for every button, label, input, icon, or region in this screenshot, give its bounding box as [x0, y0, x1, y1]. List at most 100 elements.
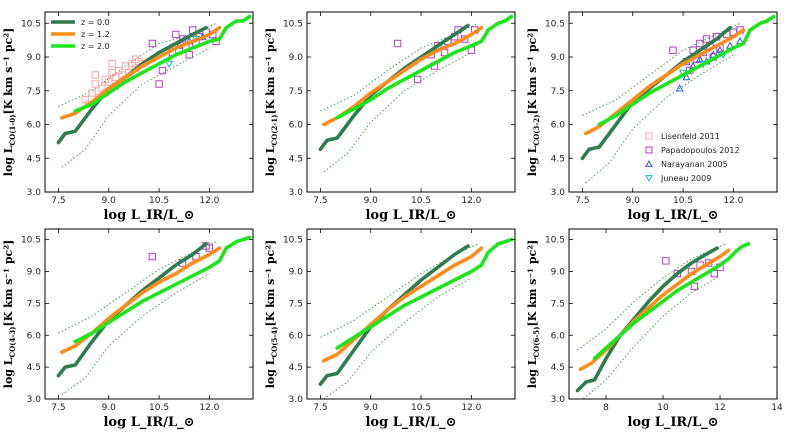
y-tick-label: 3.0: [551, 395, 566, 405]
series-line-20: [335, 237, 514, 350]
x-tick-label: 10.5: [673, 196, 693, 206]
x-tick-label: 12.0: [723, 196, 743, 206]
x-axis-label: log L_IR/L_⊙: [627, 415, 718, 430]
data-point: [148, 39, 157, 48]
x-tick-label: 10.5: [149, 403, 169, 413]
y-tick-label: 9.0: [27, 268, 42, 278]
axes-frame: [306, 11, 516, 193]
series-line-20: [592, 242, 751, 361]
x-tick-label: 7.5: [313, 403, 327, 413]
y-axis-label: log LCO(5-4)[K km s⁻¹ pc²]: [264, 240, 279, 388]
y-tick-label: 4.5: [289, 154, 303, 164]
y-tick-label: 6.0: [289, 331, 304, 341]
data-point: [105, 78, 113, 86]
panel-co-6-5: 3.0 4.5 6.0 7.5 9.0 10.5 8 10 12 14 log L_IR/L_⊙ lo…: [526, 228, 783, 430]
legend-marker: [645, 175, 653, 183]
y-tick-label: 10.5: [21, 19, 41, 29]
y-tick-label: 7.5: [551, 299, 565, 309]
data-point: [662, 257, 670, 265]
x-tick-label: 10.5: [411, 403, 431, 413]
x-tick-label: 7.5: [51, 196, 65, 206]
y-tick-label: 3.0: [551, 188, 566, 198]
legend-label: z = 0.0: [81, 18, 110, 27]
y-axis-label: log LCO(2-1)[K km s⁻¹ pc²]: [264, 28, 279, 176]
legend-label: z = 2.0: [81, 42, 110, 51]
x-tick-label: 9.0: [102, 196, 117, 206]
observations-lisenfeld-2011: [81, 55, 146, 108]
y-tick-label: 9.0: [551, 268, 566, 278]
data-point: [185, 51, 193, 59]
y-axis-label: log LCO(4-3)[K km s⁻¹ pc²]: [2, 240, 17, 388]
y-tick-label: 3.0: [27, 395, 42, 405]
y-tick-label: 6.0: [551, 331, 566, 341]
plot-area: [318, 237, 514, 399]
y-tick-label: 3.0: [289, 395, 304, 405]
data-point: [155, 80, 163, 88]
panel-co-3-2: 3.0 4.5 6.0 7.5 9.0 10.5 7.5 9.0 10.5 12.0 log L_I…: [526, 11, 778, 223]
data-point: [91, 80, 100, 88]
y-tick-label: 3.0: [27, 188, 42, 198]
series-line-20: [335, 14, 514, 120]
x-tick-label: 14: [771, 403, 783, 413]
x-tick-label: 12: [714, 403, 725, 413]
series-line-12: [321, 246, 484, 363]
envelope-lower-line: [61, 47, 210, 168]
y-tick-label: 10.5: [21, 236, 41, 246]
x-tick-label: 7.5: [575, 196, 589, 206]
y-tick-label: 10.5: [545, 19, 565, 29]
data-point: [172, 30, 180, 39]
data-point: [148, 252, 157, 261]
axes-frame: [44, 11, 254, 193]
plot-area: [318, 14, 514, 173]
y-tick-label: 9.0: [289, 268, 304, 278]
data-point: [205, 244, 214, 252]
data-point: [669, 46, 677, 54]
plot-area: [56, 235, 252, 396]
panel-co-1-0: 3.0 4.5 6.0 7.5 9.0 10.5 7.5 9.0 10.5 12.0 log L_I…: [2, 11, 254, 223]
axes-frame: [568, 11, 778, 193]
x-axis-label: log L_IR/L_⊙: [365, 208, 456, 223]
data-point: [414, 75, 422, 84]
y-tick-label: 7.5: [27, 87, 41, 97]
data-point: [165, 60, 174, 68]
x-tick-label: 7.5: [51, 403, 65, 413]
envelope-lower-line: [323, 277, 472, 399]
y-axis-label: log LCO(6-5)[K km s⁻¹ pc²]: [526, 240, 541, 388]
y-tick-label: 7.5: [551, 87, 565, 97]
envelope-upper-line: [577, 243, 726, 351]
y-tick-label: 7.5: [289, 299, 303, 309]
series-line-00: [575, 246, 720, 393]
y-tick-label: 10.5: [545, 236, 565, 246]
legend-label: Juneau 2009: [660, 174, 711, 183]
y-tick-label: 7.5: [289, 87, 303, 97]
y-tick-label: 6.0: [27, 121, 42, 131]
legend-marker: [645, 132, 653, 140]
x-tick-label: 10.5: [149, 196, 169, 206]
x-tick-label: 10.5: [411, 196, 431, 206]
y-tick-label: 6.0: [289, 121, 304, 131]
data-point: [158, 66, 167, 75]
axes-frame: [44, 228, 254, 400]
series-line-12: [321, 25, 484, 127]
data-point: [108, 60, 116, 68]
legend-label: Narayanan 2005: [661, 160, 728, 169]
y-tick-label: 4.5: [551, 363, 565, 373]
axes-frame: [306, 228, 516, 400]
x-axis-label: log L_IR/L_⊙: [365, 415, 456, 430]
y-tick-label: 4.5: [551, 154, 565, 164]
axes-frame: [568, 228, 778, 400]
envelope-lower-line: [323, 52, 472, 173]
data-point: [682, 73, 691, 81]
y-tick-label: 6.0: [27, 331, 42, 341]
legend-label: Lisenfeld 2011: [661, 132, 720, 141]
data-point: [131, 55, 140, 63]
y-tick-label: 9.0: [289, 53, 304, 63]
x-tick-label: 7.5: [313, 196, 327, 206]
data-point: [673, 269, 681, 278]
observations-papadopoulos-2012: [393, 26, 479, 84]
y-axis-label: log LCO(1-0)[K km s⁻¹ pc²]: [2, 28, 17, 176]
plot-area: [580, 14, 776, 184]
legend-label: z = 1.2: [81, 30, 110, 39]
legend-label: Papadopoulos 2012: [661, 146, 740, 155]
plot-area: [56, 14, 252, 168]
